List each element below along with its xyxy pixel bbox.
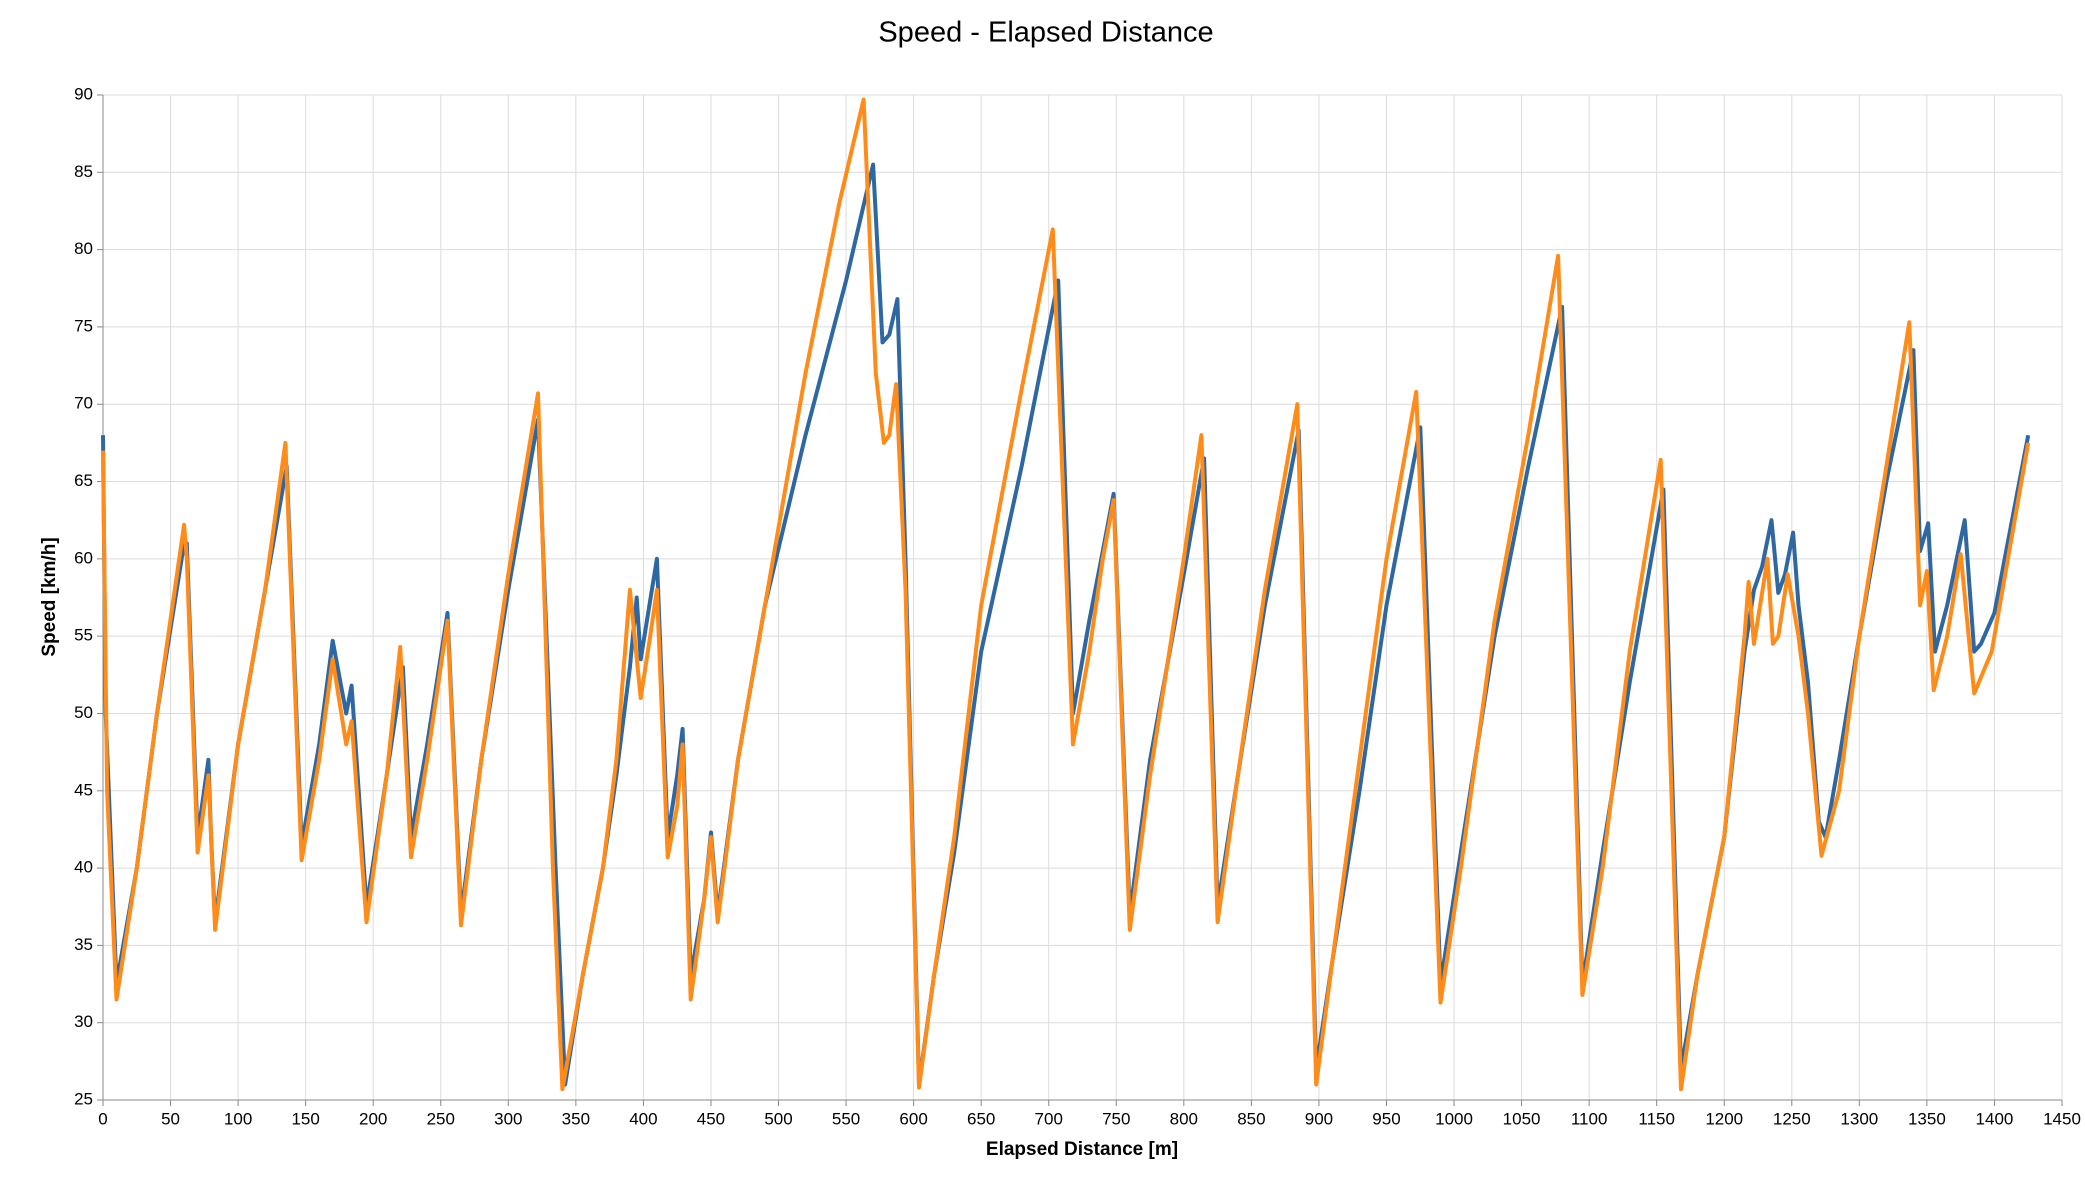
x-tick-label: 950	[1372, 1109, 1400, 1128]
x-tick-label: 1000	[1435, 1109, 1473, 1128]
x-tick-label: 1250	[1773, 1109, 1811, 1128]
x-tick-label: 150	[291, 1109, 319, 1128]
y-tick-label: 35	[74, 935, 93, 954]
y-tick-label: 40	[74, 858, 93, 877]
x-tick-label: 600	[899, 1109, 927, 1128]
x-tick-label: 850	[1237, 1109, 1265, 1128]
y-tick-label: 70	[74, 394, 93, 413]
x-tick-label: 350	[562, 1109, 590, 1128]
x-tick-label: 1450	[2043, 1109, 2081, 1128]
x-tick-label: 100	[224, 1109, 252, 1128]
y-tick-label: 75	[74, 316, 93, 335]
x-tick-label: 1350	[1908, 1109, 1946, 1128]
y-tick-label: 55	[74, 626, 93, 645]
x-axis-label: Elapsed Distance [m]	[986, 1139, 1178, 1160]
x-tick-label: 1100	[1571, 1109, 1608, 1128]
x-tick-label: 400	[629, 1109, 657, 1128]
y-tick-label: 65	[74, 471, 93, 490]
x-tick-label: 450	[697, 1109, 725, 1128]
x-tick-label: 650	[967, 1109, 995, 1128]
x-tick-label: 50	[161, 1109, 180, 1128]
x-tick-label: 500	[764, 1109, 792, 1128]
x-tick-label: 700	[1035, 1109, 1063, 1128]
y-tick-label: 25	[74, 1089, 93, 1108]
data-line	[101, 162, 2031, 1087]
y-tick-label: 50	[74, 703, 93, 722]
x-tick-label: 1200	[1705, 1109, 1743, 1128]
y-tick-label: 85	[74, 162, 93, 181]
x-tick-label: 550	[832, 1109, 860, 1128]
x-tick-label: 250	[427, 1109, 455, 1128]
chart-title: Speed - Elapsed Distance	[878, 17, 1213, 49]
x-tick-label: 200	[359, 1109, 387, 1128]
x-tick-label: 1400	[1976, 1109, 2014, 1128]
y-tick-label: 60	[74, 548, 93, 567]
x-tick-label: 1150	[1638, 1109, 1675, 1128]
y-tick-label: 45	[74, 780, 93, 799]
x-tick-label: 0	[98, 1109, 107, 1128]
x-tick-label: 1300	[1840, 1109, 1878, 1128]
y-axis-label: Speed [km/h]	[39, 537, 60, 656]
x-tick-label: 300	[494, 1109, 522, 1128]
x-tick-label: 800	[1170, 1109, 1198, 1128]
y-tick-label: 90	[74, 84, 93, 103]
data-line	[101, 97, 2031, 1092]
x-tick-label: 750	[1102, 1109, 1130, 1128]
x-tick-label: 1050	[1503, 1109, 1541, 1128]
y-tick-label: 30	[74, 1012, 93, 1031]
y-tick-label: 80	[74, 239, 93, 258]
x-tick-label: 900	[1305, 1109, 1333, 1128]
